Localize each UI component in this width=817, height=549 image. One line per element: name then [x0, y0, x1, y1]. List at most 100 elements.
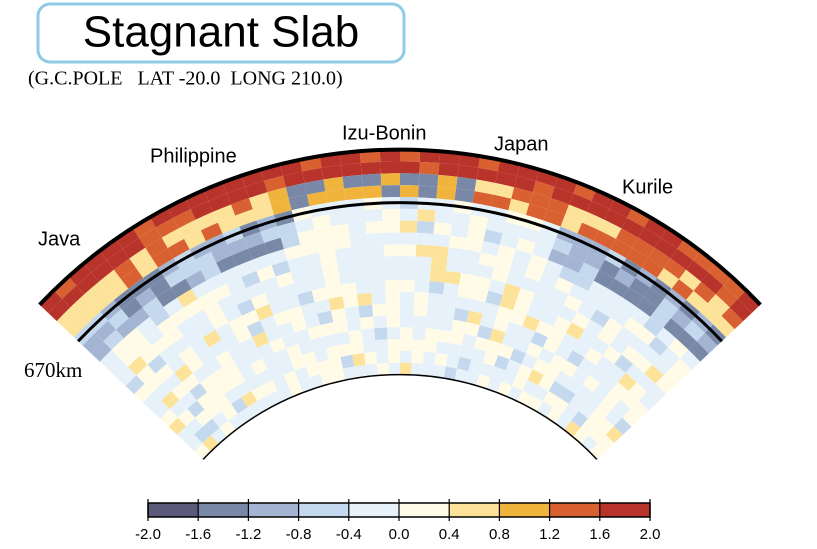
- tomography-cell: [373, 315, 388, 329]
- tomography-cell: [169, 399, 188, 418]
- tomography-cell: [82, 332, 104, 354]
- tomography-cell: [203, 418, 220, 436]
- tomography-cell: [560, 360, 579, 378]
- tomography-cell: [132, 217, 156, 238]
- tomography-cell: [400, 350, 412, 363]
- tomography-cell: [512, 249, 533, 266]
- tomography-cell: [76, 272, 99, 295]
- tomography-cell: [426, 304, 442, 318]
- tomography-cell: [708, 263, 732, 286]
- tomography-cell: [400, 173, 420, 186]
- tomography-cell: [99, 349, 120, 370]
- tomography-cell: [360, 161, 381, 175]
- tomography-cell: [231, 287, 251, 306]
- tomography-cell: [648, 247, 671, 269]
- tomography-cell: [596, 299, 617, 318]
- tomography-cell: [131, 336, 152, 356]
- tomography-cell: [359, 316, 375, 330]
- tomography-cell: [171, 336, 191, 355]
- tomography-cell: [328, 296, 345, 311]
- tomography-cell: [539, 270, 559, 288]
- tomography-cell: [657, 298, 679, 319]
- colorbar-swatch: [499, 503, 550, 517]
- tomography-cell: [464, 322, 480, 337]
- tomography-cell: [370, 280, 386, 293]
- tomography-cell: [590, 309, 610, 328]
- tomography-cell: [549, 353, 567, 371]
- tomography-cell: [385, 279, 400, 292]
- colorbar-tick-label: 1.2: [539, 526, 560, 543]
- tomography-cell: [269, 337, 287, 354]
- tomography-cell: [161, 391, 180, 410]
- tomography-cell: [204, 357, 222, 375]
- tomography-cell: [437, 329, 452, 344]
- tomography-cell: [609, 198, 633, 218]
- tomography-cell: [300, 241, 319, 257]
- tomography-cell: [592, 382, 611, 401]
- tomography-cell: [621, 345, 641, 364]
- tomography-cell: [472, 191, 493, 207]
- tomography-cell: [677, 239, 701, 261]
- tomography-cell: [413, 291, 429, 305]
- tomography-cell: [535, 281, 555, 299]
- tomography-cell: [516, 237, 536, 255]
- tomography-cell: [451, 212, 471, 227]
- tomography-cell: [547, 248, 569, 267]
- tomography-cell: [245, 347, 263, 365]
- tomography-cell: [564, 204, 587, 223]
- tomography-cell: [314, 226, 334, 242]
- tomography-cell: [147, 354, 167, 374]
- tomography-cell: [516, 364, 533, 380]
- tomography-cell: [680, 349, 701, 370]
- tomography-cell: [489, 328, 506, 344]
- tomography-cell: [209, 312, 229, 330]
- tomography-cell: [358, 304, 374, 318]
- tomography-cell: [202, 329, 222, 348]
- tomography-cell: [303, 252, 322, 268]
- tomography-cell: [341, 163, 362, 177]
- tomography-cell: [424, 328, 439, 342]
- tomography-cell: [444, 270, 462, 285]
- tomography-cell: [317, 359, 332, 375]
- tomography-cell: [290, 317, 308, 333]
- tomography-cell: [502, 221, 523, 238]
- tomography-cell: [455, 296, 472, 311]
- tomography-cell: [226, 186, 250, 205]
- tomography-cell: [325, 345, 341, 360]
- tomography-cell: [129, 247, 152, 269]
- tomography-cell: [416, 221, 435, 234]
- tomography-cell: [168, 417, 187, 435]
- tomography-cell: [343, 186, 364, 201]
- tomography-cell: [635, 326, 656, 346]
- tomography-cell: [509, 348, 526, 365]
- tomography-cell: [222, 175, 246, 194]
- tomography-cell: [626, 247, 649, 268]
- tomography-cell: [361, 328, 376, 342]
- tomography-cell: [286, 343, 303, 360]
- tomography-cell: [355, 281, 372, 295]
- tomography-cell: [365, 221, 384, 234]
- tomography-cell: [607, 364, 626, 383]
- tomography-cell: [400, 161, 420, 174]
- tomography-cell: [497, 343, 514, 360]
- tomography-cell: [264, 175, 286, 193]
- tomography-cell: [486, 377, 502, 393]
- tomography-cell: [215, 322, 235, 341]
- tomography-cell: [111, 338, 132, 359]
- tomography-cell: [463, 249, 482, 265]
- tomography-cell: [189, 382, 208, 401]
- tomography-cell: [614, 354, 634, 373]
- tomography-cell: [231, 248, 253, 267]
- tomography-cell: [496, 381, 512, 397]
- tomography-cell: [221, 266, 242, 284]
- tomography-cell: [149, 207, 174, 228]
- tomography-cell: [283, 294, 301, 311]
- tomography-cell: [496, 305, 514, 322]
- colorbar-tick-label: -2.0: [135, 526, 161, 543]
- tomography-cell: [335, 331, 351, 346]
- tomography-cell: [298, 377, 314, 393]
- tomography-cell: [479, 313, 497, 329]
- tomography-cell: [323, 176, 344, 192]
- tomography-cell: [156, 287, 178, 307]
- tomography-cell: [425, 316, 441, 330]
